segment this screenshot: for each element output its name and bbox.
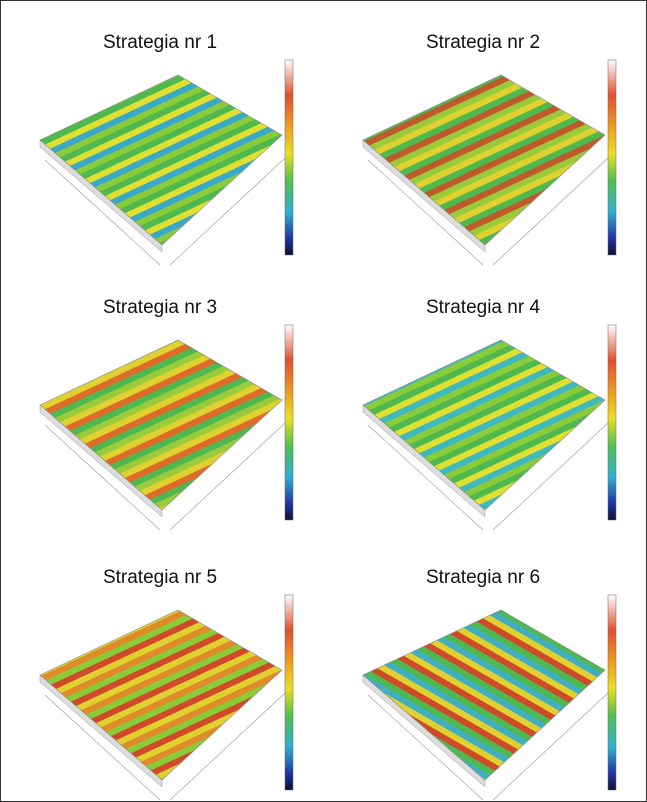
panel: Strategia nr 1 [40, 32, 293, 265]
panel-title: Strategia nr 3 [103, 297, 217, 318]
panel: Strategia nr 6 [363, 567, 616, 800]
panel-title: Strategia nr 6 [426, 567, 540, 588]
panel: Strategia nr 3 [40, 297, 293, 530]
surface [40, 610, 282, 780]
surface [363, 340, 605, 510]
surface [40, 340, 282, 510]
surface [40, 75, 282, 245]
panel: Strategia nr 4 [363, 297, 616, 530]
surface [363, 75, 605, 245]
panel-title: Strategia nr 5 [103, 567, 217, 588]
panel-title: Strategia nr 1 [103, 32, 217, 53]
panel: Strategia nr 5 [40, 567, 293, 800]
colorbar [608, 60, 616, 255]
colorbar [285, 60, 293, 255]
colorbar [285, 595, 293, 790]
colorbar [608, 325, 616, 520]
panel-title: Strategia nr 4 [426, 297, 540, 318]
colorbar [285, 325, 293, 520]
surface [363, 610, 605, 780]
panel: Strategia nr 2 [363, 32, 616, 265]
colorbar [608, 595, 616, 790]
panel-title: Strategia nr 2 [426, 32, 540, 53]
figure: Strategia nr 1 Strategia nr 2 Strategia nr… [0, 0, 647, 802]
